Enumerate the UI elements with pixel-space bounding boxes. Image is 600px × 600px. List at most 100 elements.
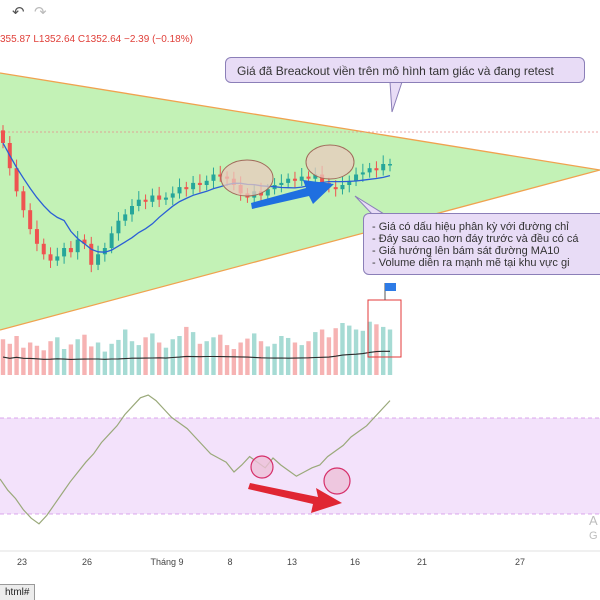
volume-bar <box>204 341 209 375</box>
analysis-note-line: - Đáy sau cao hơn đáy trước và đều có cá <box>372 233 579 245</box>
volume-bar <box>313 332 318 375</box>
volume-bar <box>7 343 12 375</box>
candle <box>347 180 352 185</box>
x-tick-label: Tháng 9 <box>150 557 184 567</box>
blue-arrow <box>251 180 334 209</box>
candle <box>48 254 53 261</box>
rsi-divergence-circle <box>323 467 351 495</box>
undo-icon[interactable]: ↶ <box>12 3 25 21</box>
x-tick-label: 26 <box>81 557 93 567</box>
callout-pointer <box>389 81 403 113</box>
candle <box>184 187 189 190</box>
volume-bar <box>265 346 270 375</box>
analysis-note-line: - Giá hướng lên bám sát đường MA10 <box>372 245 560 257</box>
triangle-upper-line <box>0 72 600 171</box>
redo-icon[interactable]: ↷ <box>34 3 47 21</box>
volume-bar <box>55 337 60 375</box>
volume-bar <box>82 334 87 375</box>
volume-bar <box>48 341 53 375</box>
volume-bar <box>75 339 80 375</box>
volume-bar <box>190 332 196 375</box>
candle <box>360 172 365 175</box>
flag-icon <box>385 283 396 291</box>
candle <box>136 199 141 206</box>
volume-bar <box>21 347 26 375</box>
candle <box>381 164 386 171</box>
candle <box>265 189 270 196</box>
volume-bar <box>197 343 203 375</box>
volume-bar <box>333 328 338 375</box>
candle <box>306 176 311 179</box>
volume-bar <box>238 342 243 375</box>
candle <box>292 178 297 181</box>
analysis-note-line: - Giá có dấu hiệu phân kỳ với đường chỉ <box>372 221 569 233</box>
bottom-ellipse <box>305 144 355 180</box>
url-text: html# <box>5 587 30 598</box>
x-tick-label: 13 <box>286 557 298 567</box>
volume-bar <box>61 349 67 375</box>
volume-bar <box>326 337 332 375</box>
rsi-line <box>0 394 391 525</box>
candle <box>320 174 325 183</box>
candle <box>1 130 5 143</box>
volume-bar <box>156 342 162 375</box>
breakout-note: Giá đã Breackout viền trên mô hình tam g… <box>225 57 585 83</box>
rsi-divergence-circle <box>250 455 274 479</box>
candle <box>89 243 94 265</box>
candle <box>143 199 148 202</box>
candle <box>130 206 134 215</box>
candle <box>123 214 128 221</box>
candle <box>204 180 209 185</box>
triangle-pattern-fill <box>0 73 600 330</box>
candle <box>177 187 182 194</box>
candle <box>354 174 359 181</box>
breakout-note-text: Giá đã Breackout viền trên mô hình tam g… <box>237 64 554 78</box>
candle <box>313 174 318 179</box>
candle <box>211 174 216 181</box>
volume-bar <box>163 347 169 375</box>
candle <box>28 210 33 230</box>
volume-ma-line <box>2 350 390 360</box>
candle <box>191 182 196 190</box>
candle <box>116 220 121 234</box>
candle <box>150 195 155 202</box>
volume-bar <box>374 324 379 375</box>
ma10-line <box>2 142 391 253</box>
volume-bar <box>184 326 189 375</box>
ohlc-readout: 355.87 L1352.64 C1352.64 −2.39 (−0.18%) <box>0 34 193 45</box>
candle <box>14 168 19 192</box>
candle <box>163 197 168 200</box>
candle <box>388 164 392 166</box>
volume-bar <box>285 337 291 375</box>
volume-bar <box>319 329 325 375</box>
volume-bar <box>231 349 237 375</box>
candle <box>279 182 284 185</box>
x-tick-label: 21 <box>416 557 428 567</box>
candle <box>286 178 291 183</box>
volume-bar <box>218 334 223 375</box>
candle <box>157 195 162 200</box>
candle <box>218 174 223 177</box>
candle <box>62 248 67 257</box>
candle <box>367 168 372 173</box>
triangle-lower-line <box>0 169 600 331</box>
volume-bar <box>34 345 40 375</box>
candle <box>96 254 101 265</box>
url-bar[interactable]: html# <box>0 584 36 600</box>
candle <box>170 193 175 198</box>
volume-bar <box>224 345 230 375</box>
analysis-note-line: - Volume diễn ra mạnh mẽ tại khu vực gi <box>372 257 570 269</box>
candle <box>75 239 80 253</box>
watermark: G <box>589 530 598 542</box>
volume-bar <box>387 329 393 375</box>
candle <box>82 239 87 244</box>
volume-bar <box>14 336 19 375</box>
volume-bar <box>123 329 128 375</box>
watermark: A <box>589 513 598 528</box>
volume-bar <box>136 345 141 375</box>
candle <box>102 248 107 255</box>
candle <box>41 243 46 255</box>
x-tick-label: 23 <box>16 557 28 567</box>
